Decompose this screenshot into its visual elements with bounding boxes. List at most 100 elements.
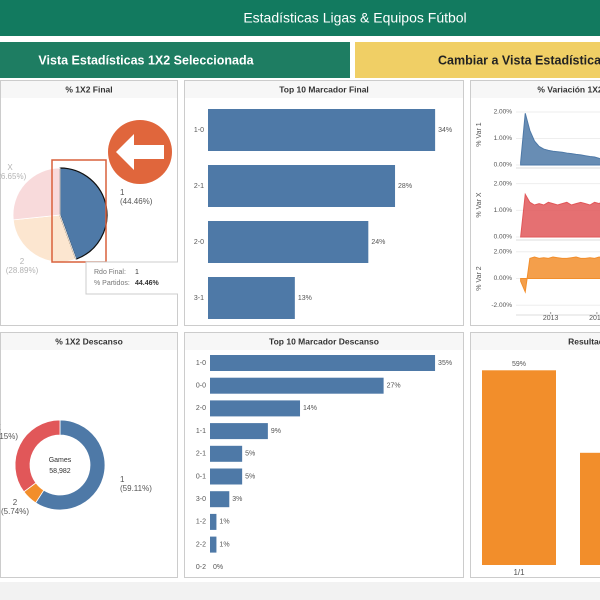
value-label: 59% <box>512 361 526 368</box>
selected-view-label: Vista Estadísticas 1X2 Seleccionada <box>38 53 254 67</box>
value-label: 28% <box>398 183 412 190</box>
panel-title: % Variación 1X2 <box>537 84 600 94</box>
category-label: 1-2 <box>196 519 206 526</box>
tooltip-value: 1 <box>135 269 139 276</box>
y-axis-label: % Var 2 <box>476 266 483 290</box>
pie-slice <box>12 214 77 263</box>
panel: Top 10 Marcador Final 1-0 34% 2-1 28% 2-0 24% 3… <box>184 80 464 326</box>
x-tick-label: 2015 <box>589 315 600 322</box>
bar <box>208 277 295 319</box>
value-label: 24% <box>371 239 385 246</box>
slice-value-label: (28.89%) <box>6 266 39 275</box>
y-axis-label: % Var 1 <box>476 122 483 146</box>
y-tick-label: 2.00% <box>494 109 513 116</box>
bar <box>210 468 243 485</box>
y-axis-label: % Var X <box>476 192 483 217</box>
y-tick-label: 1.00% <box>494 135 513 142</box>
category-label: 1/1 <box>513 568 525 577</box>
value-label: 5% <box>245 473 255 480</box>
panel-title: Top 10 Marcador Descanso <box>269 336 379 346</box>
panel-title: % 1X2 Final <box>65 84 112 94</box>
panel-title: Top 10 Marcador Final <box>279 84 369 94</box>
y-tick-label: 1.00% <box>494 207 513 214</box>
panel: % 1X2 Descanso 1(59.11%) 2(5.74%) X(35.15%)… <box>0 332 178 578</box>
category-label: 0-2 <box>196 564 206 571</box>
category-label: 1-1 <box>196 428 206 435</box>
slice-label: 1 <box>120 475 125 484</box>
category-label: 3-1 <box>194 295 204 302</box>
selected-view-button[interactable] <box>0 42 350 78</box>
bar <box>210 513 217 530</box>
x-tick-label: 2013 <box>543 315 559 322</box>
tooltip-label: % Partidos: <box>94 280 130 287</box>
value-label: 27% <box>387 383 401 390</box>
category-label: 1-0 <box>194 127 204 134</box>
header-bar <box>0 0 600 36</box>
tooltip <box>85 261 178 295</box>
center-value: 58,982 <box>49 468 71 475</box>
value-label: 1% <box>219 519 229 526</box>
panel-title-bar <box>1 333 177 350</box>
category-label: 2-0 <box>196 405 206 412</box>
switch-view-button[interactable] <box>355 42 600 78</box>
panel-title-bar <box>471 333 600 350</box>
pie-slice <box>35 419 106 511</box>
value-label: 34% <box>438 127 452 134</box>
bar <box>210 445 243 462</box>
pie-slice <box>14 419 61 493</box>
y-tick-label: -2.00% <box>491 302 512 309</box>
bar <box>482 370 556 565</box>
y-tick-label: 2.00% <box>494 248 513 255</box>
back-arrow-shape <box>116 134 164 170</box>
y-tick-label: 0.00% <box>494 162 513 169</box>
panel: % 1X2 Final1(44.46%)2(28.89%)X(26.65%)Rd… <box>0 80 178 326</box>
bar <box>210 423 268 440</box>
panel: % Variación 1X2 % Var 1 0.00% 1.00% 2.00% % V… <box>470 80 600 326</box>
bar <box>208 221 369 263</box>
category-label: 3-0 <box>196 496 206 503</box>
bar <box>580 452 600 565</box>
value-label: 9% <box>271 428 281 435</box>
area <box>520 192 600 238</box>
category-label: 2-2 <box>196 541 206 548</box>
area <box>520 256 600 294</box>
panel-title-bar <box>471 81 600 98</box>
slice-value-label: (59.11%) <box>120 484 152 493</box>
panel-title: Resultados <box>568 336 600 346</box>
bar <box>210 536 217 553</box>
slice-value-label: (5.74%) <box>1 507 29 516</box>
slice-value-label: (44.46%) <box>120 197 153 206</box>
bar <box>210 355 436 371</box>
slice-label: 2 <box>13 498 18 507</box>
category-label: 2-1 <box>196 451 206 458</box>
area <box>520 113 600 166</box>
value-label: 5% <box>245 451 255 458</box>
bar <box>208 165 396 207</box>
header-title: Estadísticas Ligas & Equipos Fútbol <box>243 10 466 26</box>
y-tick-label: 0.00% <box>494 275 513 282</box>
panel-title-bar <box>185 81 463 98</box>
value-label: 1% <box>219 541 229 548</box>
slice-label: X <box>0 423 1 432</box>
panel: Resultados59%1/134% <box>470 332 600 578</box>
slice-value-label: (26.65%) <box>0 172 27 181</box>
category-label: 2-0 <box>194 239 204 246</box>
bar <box>210 491 230 508</box>
slice-label: 1 <box>120 188 125 197</box>
bar <box>210 400 301 417</box>
slice-value-label: (35.15%) <box>0 432 18 441</box>
footer <box>0 582 600 600</box>
panel: Top 10 Marcador Descanso 1-0 35% 0-0 27% 2-0 1… <box>184 332 464 578</box>
value-label: 35% <box>438 360 452 367</box>
category-label: 0-1 <box>196 473 206 480</box>
category-label: 0-0 <box>196 383 206 390</box>
panel-title-bar <box>1 81 177 98</box>
pie-slice <box>12 167 61 221</box>
value-label: 3% <box>232 496 242 503</box>
slice-label: 2 <box>20 257 25 266</box>
y-tick-label: 2.00% <box>494 180 513 187</box>
bar <box>210 377 384 394</box>
category-label: 1-0 <box>196 360 206 367</box>
tooltip-label: Rdo Final: <box>94 269 126 276</box>
